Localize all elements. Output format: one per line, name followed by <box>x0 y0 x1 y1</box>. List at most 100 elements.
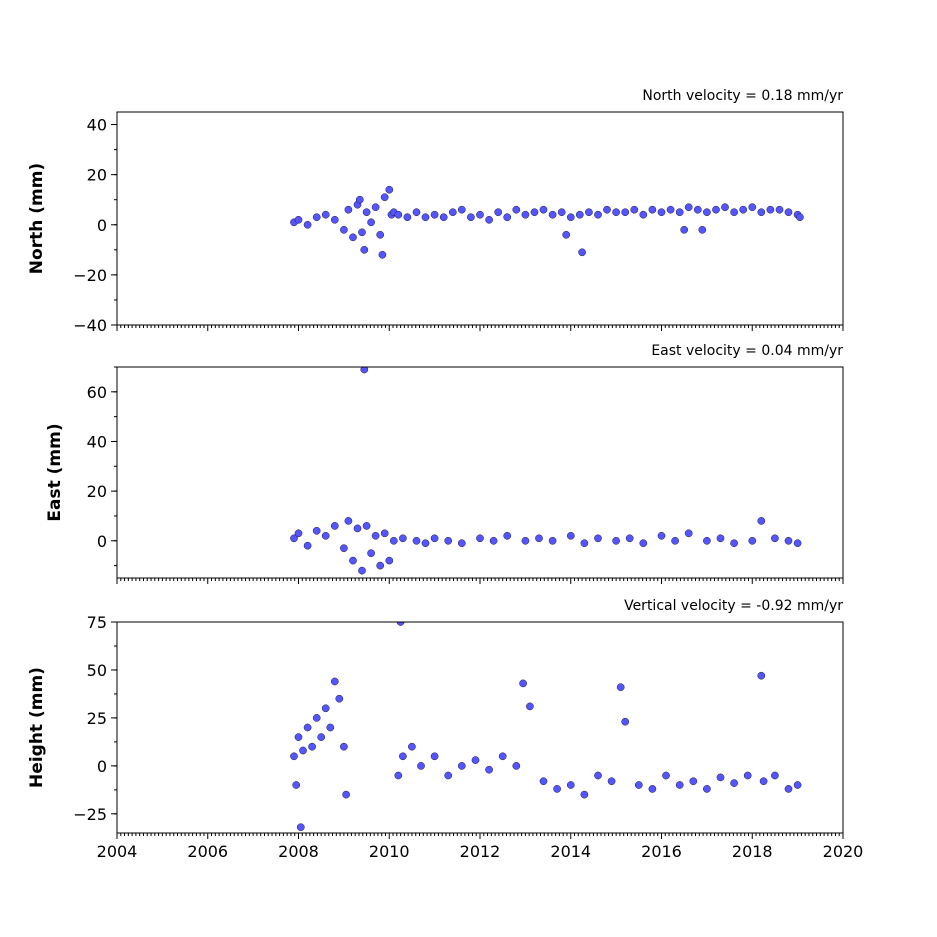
height-points <box>290 622 802 832</box>
east-data-point <box>639 539 648 548</box>
north-data-point <box>467 213 475 222</box>
height-data-point <box>326 723 335 732</box>
east-y-tick-label: 20 <box>87 482 107 501</box>
north-data-point <box>512 205 521 214</box>
height-data-point <box>498 752 507 761</box>
north-data-point <box>784 208 793 217</box>
height-x-tick-label: 2008 <box>278 842 319 861</box>
north-data-point <box>303 220 312 229</box>
height-data-point <box>743 771 752 780</box>
north-y-axis-label: North (mm) <box>27 163 47 274</box>
east-y-tick-label: 60 <box>87 383 107 402</box>
height-data-point <box>580 790 589 799</box>
north-data-point <box>757 208 766 217</box>
height-data-point <box>444 771 453 780</box>
height-data-point <box>394 771 403 780</box>
height-x-tick-label: 2006 <box>187 842 228 861</box>
height-x-tick-label: 2010 <box>369 842 410 861</box>
height-data-point <box>292 781 301 789</box>
north-data-point <box>639 210 648 219</box>
east-data-point <box>330 522 339 530</box>
east-data-point <box>793 539 802 548</box>
east-data-point <box>380 529 389 538</box>
height-panel: 2004 2006 2008 2010 2012 2014 2016 2018 2020 −25 0… <box>27 598 863 861</box>
north-data-point <box>358 228 366 237</box>
north-data-point <box>698 225 707 234</box>
north-velocity-title: North velocity = 0.18 mm/yr <box>642 88 843 104</box>
north-data-point <box>376 230 385 239</box>
east-data-point <box>671 536 679 545</box>
east-data-point <box>771 534 779 543</box>
north-data-point <box>330 215 339 224</box>
north-data-point <box>457 205 466 214</box>
height-data-point <box>607 777 616 786</box>
height-data-point <box>648 785 657 793</box>
height-data-point <box>634 781 643 789</box>
north-data-point <box>394 210 403 219</box>
east-data-point <box>294 529 303 538</box>
height-data-point <box>303 723 312 732</box>
height-data-point <box>519 679 527 688</box>
east-data-point <box>566 531 575 540</box>
east-data-point <box>684 529 693 538</box>
east-data-point <box>371 531 380 540</box>
height-data-point <box>553 785 561 793</box>
height-data-point <box>616 683 625 692</box>
east-data-point <box>385 556 394 565</box>
north-data-point <box>603 205 611 214</box>
north-data-point <box>294 215 303 224</box>
height-x-tick-label: 2018 <box>732 842 773 861</box>
east-data-point <box>389 536 398 545</box>
height-data-point <box>317 733 326 741</box>
east-data-point <box>290 534 298 543</box>
height-data-point <box>330 677 339 686</box>
east-y-tick-label: 40 <box>87 432 107 451</box>
height-data-point <box>757 671 766 680</box>
height-data-point <box>321 704 330 713</box>
north-y-tick-label: 0 <box>97 216 107 235</box>
north-data-point <box>748 203 757 212</box>
height-data-point <box>759 777 768 786</box>
chart-panels: −40 −20 0 20 40 North velocity = 0.18 mm/yr No… <box>27 88 863 861</box>
east-data-point <box>476 534 484 543</box>
north-data-point <box>680 225 689 234</box>
height-data-point <box>771 771 779 780</box>
height-data-point <box>417 762 425 770</box>
height-data-point <box>471 756 480 764</box>
east-data-point <box>503 531 512 540</box>
height-data-point <box>308 742 316 751</box>
east-data-point <box>312 526 321 535</box>
height-y-axis-label: Height (mm) <box>27 667 47 788</box>
height-velocity-title: Vertical velocity = -0.92 mm/yr <box>624 598 843 614</box>
north-data-point <box>666 205 675 214</box>
north-data-point <box>585 208 593 217</box>
north-data-point <box>703 208 711 217</box>
north-data-point <box>371 203 380 212</box>
north-data-point <box>693 205 702 214</box>
north-data-point <box>349 233 357 242</box>
north-data-point <box>321 210 330 219</box>
north-data-point <box>355 195 364 204</box>
height-data-point <box>290 752 298 761</box>
north-data-point <box>712 205 720 214</box>
east-data-point <box>321 531 330 540</box>
east-data-point <box>548 536 557 545</box>
east-data-point <box>344 517 353 525</box>
east-data-point <box>358 566 366 575</box>
height-x-tick-label: 2012 <box>460 842 501 861</box>
east-data-point <box>353 524 362 533</box>
north-data-point <box>775 205 784 214</box>
north-y-tick-label: −40 <box>73 316 107 335</box>
height-data-point <box>675 781 684 789</box>
north-data-point <box>721 203 729 212</box>
east-data-point <box>412 536 421 545</box>
north-data-point <box>340 225 348 234</box>
north-data-point <box>557 208 566 217</box>
east-data-point <box>349 556 357 565</box>
north-data-point <box>367 218 375 227</box>
north-data-point <box>521 210 530 219</box>
north-data-point <box>739 205 748 214</box>
north-y-tick-label: −20 <box>73 266 107 285</box>
east-data-point <box>399 534 407 543</box>
north-data-point <box>476 210 484 219</box>
